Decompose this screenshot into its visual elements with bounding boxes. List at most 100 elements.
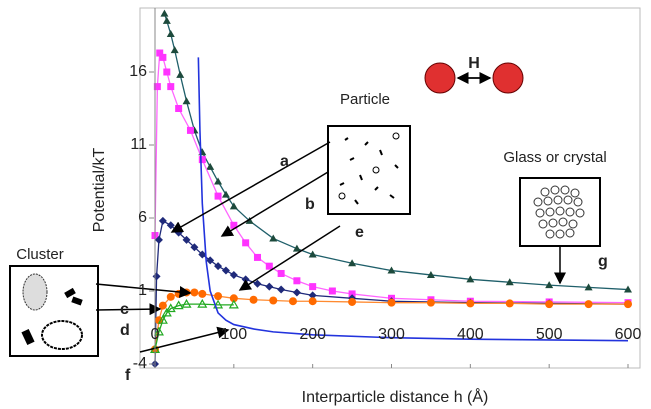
point (466, 299, 475, 308)
series-label: f (125, 367, 131, 384)
plot-frame (139, 7, 641, 369)
point (348, 259, 357, 267)
point (328, 287, 336, 295)
point (292, 244, 301, 252)
point (426, 270, 435, 278)
x-tick-label: 200 (299, 326, 326, 343)
point (163, 68, 171, 76)
point (198, 289, 207, 298)
inset-icon (372, 166, 380, 174)
point (624, 300, 632, 309)
x-tick-label: 300 (378, 326, 405, 343)
annotation: e (355, 224, 364, 241)
point (277, 269, 285, 277)
h-label: H (468, 55, 480, 72)
x-tick-label: 100 (220, 326, 247, 343)
series-label: d (120, 322, 130, 339)
point (186, 126, 194, 134)
point (505, 299, 514, 308)
point (221, 266, 230, 275)
point (161, 307, 172, 317)
point (170, 46, 179, 54)
point (182, 235, 191, 244)
point (214, 192, 222, 200)
annotation: Particle (340, 91, 390, 108)
y-axis-title: Potential/kT (91, 148, 108, 233)
plot-area (149, 9, 632, 368)
point (154, 235, 163, 244)
point (545, 281, 554, 289)
point (269, 296, 278, 305)
point (181, 298, 192, 308)
point (308, 250, 317, 258)
point (387, 298, 396, 307)
point (206, 162, 215, 170)
annotation: Cluster (16, 246, 64, 263)
point (166, 292, 175, 301)
point (265, 262, 273, 270)
point (153, 83, 161, 91)
point (348, 297, 357, 306)
point (157, 314, 168, 324)
x-tick-label: 600 (615, 326, 642, 343)
point (152, 272, 161, 281)
point (214, 292, 223, 301)
inset-icon (21, 328, 35, 346)
point (190, 243, 199, 252)
point (173, 300, 184, 310)
inset-icon (338, 192, 346, 200)
point (265, 282, 274, 291)
point (182, 97, 191, 105)
point (198, 156, 206, 164)
inset-icon (22, 273, 48, 311)
point (160, 9, 169, 17)
point (214, 262, 223, 271)
inset-icon (533, 185, 585, 239)
point (158, 301, 167, 310)
particle-icon (492, 62, 524, 94)
inset-icon (71, 296, 83, 306)
inset-icon (392, 132, 400, 140)
y-tick-label: 16 (129, 63, 147, 80)
y-tick-label: 1 (138, 282, 147, 299)
point (197, 298, 208, 308)
point (228, 299, 239, 309)
point (253, 279, 262, 288)
x-axis-title: Interparticle distance h (Å) (302, 387, 489, 406)
point (166, 30, 175, 38)
point (167, 83, 175, 91)
point (624, 285, 632, 293)
point (292, 288, 301, 297)
point (165, 303, 176, 313)
point (190, 288, 199, 297)
inset-box (9, 265, 99, 357)
point (242, 239, 250, 247)
point (288, 297, 297, 306)
series-label: c (120, 301, 129, 318)
point (308, 291, 317, 300)
y-tick-label: 6 (138, 209, 147, 226)
point (229, 202, 238, 210)
point (348, 290, 356, 298)
point (230, 221, 238, 229)
series-line (154, 291, 628, 350)
point (176, 70, 185, 78)
inset-icon (41, 320, 83, 350)
point (584, 283, 593, 291)
series-label: a (280, 153, 289, 170)
series-line (163, 13, 629, 291)
point (213, 299, 224, 309)
point (175, 105, 183, 112)
point (214, 177, 223, 185)
inset-icon (64, 287, 76, 299)
series-line (154, 303, 234, 350)
annotation: Glass or crystal (503, 149, 606, 166)
point (154, 316, 163, 325)
arrow (95, 141, 566, 353)
point (505, 278, 514, 286)
x-tick-label: 400 (457, 326, 484, 343)
inset-box (519, 177, 601, 247)
point (253, 253, 261, 261)
point (309, 283, 317, 291)
